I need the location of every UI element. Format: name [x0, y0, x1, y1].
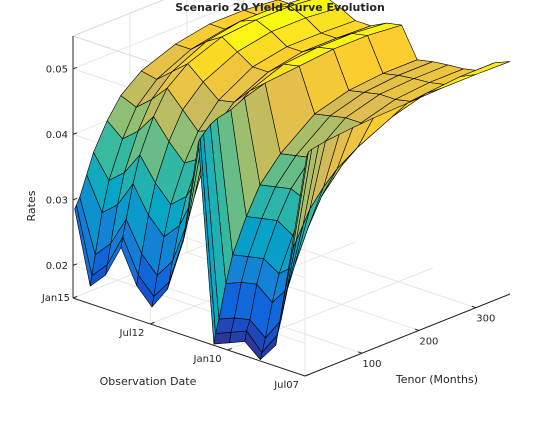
tenor-tick-label: 300 — [476, 314, 495, 325]
z-tick — [72, 66, 78, 70]
tenor-tick — [414, 328, 420, 331]
chart-title: Scenario 20 Yield Curve Evolution — [175, 1, 385, 14]
date-tick-label: Jul07 — [273, 380, 299, 391]
surface-patch — [460, 61, 511, 77]
date-tick — [72, 295, 78, 299]
date-tick-label: Jul12 — [119, 328, 145, 339]
tenor-tick-label: 200 — [419, 336, 438, 347]
z-tick — [72, 197, 78, 201]
surface-layer — [74, 0, 511, 361]
z-tick-label: 0.03 — [46, 195, 68, 206]
date-tick-label: Jan10 — [193, 354, 222, 365]
tenor-tick-label: 100 — [362, 359, 381, 370]
tenor-tick — [471, 305, 476, 309]
z-tick-label: 0.05 — [46, 64, 68, 75]
z-axis-label: Rates — [25, 190, 38, 221]
date-tick — [150, 321, 155, 325]
surface-patch — [229, 330, 247, 344]
z-tick-label: 0.02 — [46, 261, 68, 272]
z-tick — [72, 263, 78, 266]
date-tick-label: Jan15 — [41, 293, 70, 304]
z-tick — [72, 132, 78, 135]
surface-patch — [213, 331, 232, 345]
date-axis-line — [72, 297, 306, 377]
date-tick — [227, 347, 232, 351]
tenor-tick — [357, 351, 363, 354]
x-axis-label: Tenor (Months) — [395, 373, 478, 386]
box-edge — [72, 0, 165, 37]
z-tick-label: 0.04 — [46, 130, 68, 141]
surface-patch — [274, 0, 312, 8]
y-axis-label: Observation Date — [100, 375, 197, 388]
axis-layer: 0.02 0.03 0.04 0.05 Jul07 Jan10 Jul12 Jan15 100 2… — [41, 36, 511, 391]
